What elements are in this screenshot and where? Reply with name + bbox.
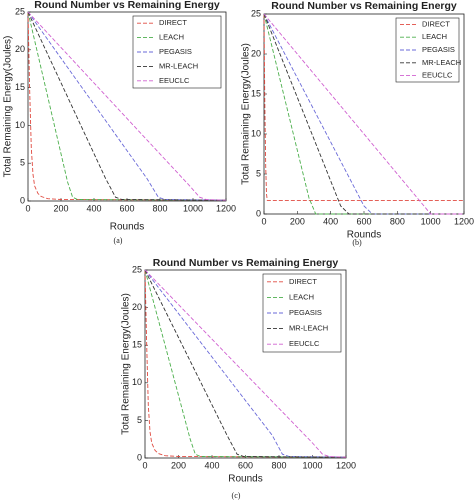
caption: (a) <box>114 236 123 245</box>
caption: (b) <box>352 238 362 247</box>
x-tick-label: 1000 <box>183 203 203 213</box>
y-tick-label: 5 <box>256 168 261 178</box>
x-tick-label: 800 <box>152 203 167 213</box>
x-tick-label: 1200 <box>454 216 474 226</box>
legend-label: LEACH <box>289 292 314 301</box>
y-tick-label: 25 <box>15 6 25 16</box>
x-tick-label: 1000 <box>302 460 322 470</box>
legend-label: DIRECT <box>289 277 317 286</box>
y-tick-label: 25 <box>251 8 261 18</box>
y-tick-label: 0 <box>137 452 142 462</box>
series-line <box>263 13 464 215</box>
series-line <box>27 11 227 201</box>
x-tick-label: 200 <box>290 216 305 226</box>
x-tick-label: 0 <box>261 216 266 226</box>
legend-label: MR-LEACH <box>159 61 198 70</box>
legend-label: LEACH <box>159 33 184 42</box>
caption: (c) <box>232 491 241 500</box>
y-tick-label: 0 <box>20 195 25 205</box>
y-axis-label: Total Remaining Energy(Joules) <box>121 293 132 435</box>
x-tick-label: 600 <box>238 460 253 470</box>
y-tick-label: 15 <box>132 340 142 350</box>
chart-title: Round Number vs Remaining Energy <box>271 0 457 12</box>
x-tick-label: 1200 <box>216 203 236 213</box>
y-tick-label: 20 <box>132 302 142 312</box>
y-tick-label: 15 <box>15 82 25 92</box>
series-line <box>263 13 464 215</box>
legend-label: PEGASIS <box>159 47 192 56</box>
x-axis-label: Rounds <box>347 230 381 241</box>
series-line <box>27 11 227 201</box>
series-line <box>144 269 347 458</box>
chart-title: Round Number vs Remaining Energy <box>34 0 220 11</box>
x-tick-label: 1000 <box>421 216 441 226</box>
x-tick-label: 0 <box>25 203 30 213</box>
series-line <box>144 269 347 458</box>
legend-label: EEUCLC <box>422 71 453 80</box>
y-axis-label: Total Remaining Energy(Joules) <box>241 43 252 185</box>
series-line <box>263 13 464 215</box>
y-tick-label: 20 <box>251 48 261 58</box>
x-tick-label: 400 <box>204 460 219 470</box>
y-tick-label: 5 <box>20 158 25 168</box>
x-tick-label: 0 <box>142 460 147 470</box>
series-line <box>27 11 227 201</box>
legend-label: MR-LEACH <box>289 324 328 333</box>
series-line <box>263 13 464 215</box>
x-tick-label: 1200 <box>336 460 356 470</box>
legend-box <box>132 15 222 89</box>
legend-label: EEUCLC <box>159 76 190 85</box>
legend-label: MR-LEACH <box>422 58 461 67</box>
legend-label: EEUCLC <box>289 339 320 348</box>
x-tick-label: 800 <box>390 216 405 226</box>
x-tick-label: 200 <box>53 203 68 213</box>
y-tick-label: 0 <box>256 208 261 218</box>
x-tick-label: 200 <box>171 460 186 470</box>
y-axis-label: Total Remaining Energy(Joules) <box>3 36 14 178</box>
legend-label: DIRECT <box>159 18 187 27</box>
y-tick-label: 10 <box>15 120 25 130</box>
x-axis-label: Rounds <box>110 222 144 233</box>
legend-label: PEGASIS <box>422 45 455 54</box>
y-tick-label: 10 <box>132 377 142 387</box>
x-tick-label: 400 <box>323 216 338 226</box>
series-line <box>27 11 227 201</box>
chart-title: Round Number vs Remaining Energy <box>153 257 339 269</box>
series-line <box>144 269 347 458</box>
y-tick-label: 15 <box>251 88 261 98</box>
y-tick-label: 5 <box>137 415 142 425</box>
series-line <box>144 269 347 458</box>
series-line <box>263 13 464 201</box>
series-line <box>27 11 227 201</box>
y-tick-label: 20 <box>15 44 25 54</box>
x-axis-label: Rounds <box>228 474 262 485</box>
y-tick-label: 10 <box>251 128 261 138</box>
x-tick-label: 400 <box>86 203 101 213</box>
legend-label: DIRECT <box>422 19 450 28</box>
x-tick-label: 600 <box>119 203 134 213</box>
legend-label: LEACH <box>422 32 447 41</box>
y-tick-label: 25 <box>132 264 142 274</box>
x-tick-label: 800 <box>271 460 286 470</box>
legend-label: PEGASIS <box>289 308 322 317</box>
x-tick-label: 600 <box>356 216 371 226</box>
series-line <box>144 269 347 458</box>
